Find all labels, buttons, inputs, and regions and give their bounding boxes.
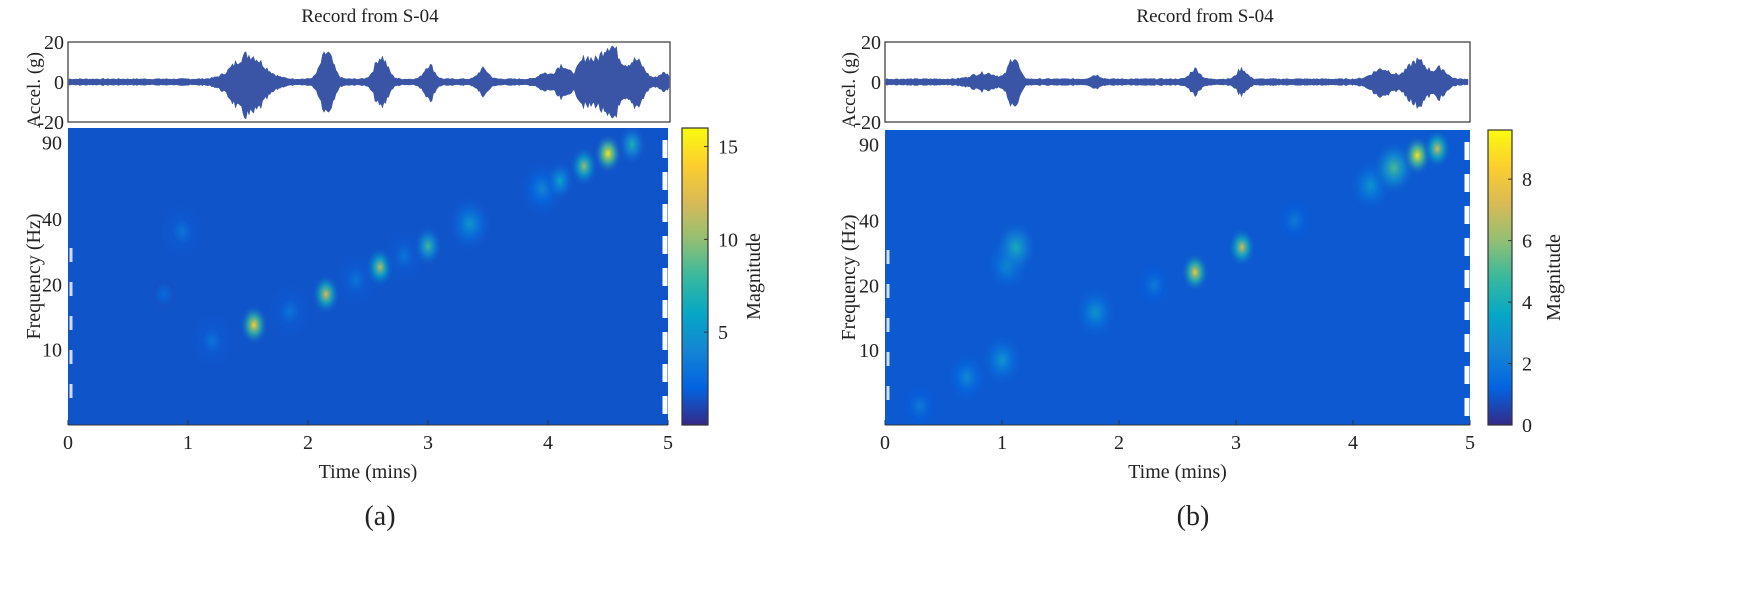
x-tick-label: 4 <box>1348 432 1358 454</box>
spectrogram-hotspot <box>1132 257 1177 314</box>
y-tick-label: 20 <box>42 274 62 296</box>
spectrogram-hotspot <box>190 312 234 369</box>
colorbar-tick-label: 15 <box>718 137 738 159</box>
spectrogram-hotspot <box>898 378 943 425</box>
waveform-trace <box>885 57 1469 110</box>
spectrogram-hotspot <box>1227 227 1256 268</box>
spectrogram-hotspot <box>1181 252 1210 293</box>
y-axis-label: Frequency (Hz) <box>23 213 45 339</box>
colorbar <box>1487 129 1513 426</box>
colorbar-label: Magnitude <box>743 233 765 320</box>
x-tick-label: 0 <box>880 432 890 454</box>
spectrogram-hotspot <box>944 349 989 406</box>
x-tick-label: 4 <box>543 432 553 454</box>
spectrogram-hotspot <box>546 160 574 201</box>
waveform-trace <box>68 45 670 120</box>
spectrogram-hotspot <box>1073 284 1118 341</box>
x-tick-label: 5 <box>663 432 673 454</box>
spectrogram-area <box>68 128 668 425</box>
x-tick-label: 0 <box>63 432 73 454</box>
spectrogram-hotspot <box>414 226 442 267</box>
x-tick-label: 3 <box>423 432 433 454</box>
spectrogram-hotspot <box>594 133 622 174</box>
y-axis-label: Frequency (Hz) <box>838 214 860 340</box>
spectrogram-hotspot <box>570 146 598 187</box>
y-tick-label: 10 <box>859 340 879 362</box>
x-tick-label: 1 <box>183 432 193 454</box>
waveform-y-tick-label: 20 <box>861 32 881 54</box>
spectrogram-area <box>885 130 1470 425</box>
colorbar-tick-label: 8 <box>1522 169 1532 191</box>
spectrogram-hotspot <box>312 274 340 315</box>
y-tick-label: 40 <box>42 209 62 231</box>
colorbar-tick-label: 6 <box>1522 231 1532 253</box>
colorbar-tick-label: 4 <box>1522 292 1532 314</box>
y-tick-label: 10 <box>42 340 62 362</box>
spectrogram-hotspot <box>448 195 492 252</box>
spectrogram-hotspot <box>142 266 186 323</box>
chart-title: Record from S-04 <box>301 6 439 27</box>
x-axis-label: Time (mins) <box>1128 461 1227 483</box>
colorbar-tick-label: 0 <box>1522 415 1532 437</box>
chart-title: Record from S-04 <box>1136 6 1274 27</box>
panel-label: (b) <box>1177 501 1210 532</box>
waveform-y-tick-label: 0 <box>54 72 64 94</box>
colorbar-tick-label: 2 <box>1522 354 1532 376</box>
spectrogram-hotspot <box>268 283 312 340</box>
spectrogram-hotspot <box>994 219 1039 276</box>
spectrogram-hotspot <box>980 332 1024 389</box>
x-tick-label: 3 <box>1231 432 1241 454</box>
x-tick-label: 2 <box>1114 432 1124 454</box>
colorbar-tick-label: 5 <box>718 322 728 344</box>
y-tick-label: 90 <box>859 134 879 156</box>
waveform-y-tick-label: -20 <box>854 112 881 134</box>
panel-label: (a) <box>364 501 395 532</box>
colorbar-label: Magnitude <box>1543 234 1565 321</box>
waveform-y-tick-label: -20 <box>37 112 64 134</box>
x-tick-label: 1 <box>997 432 1007 454</box>
spectrogram-hotspot <box>160 203 204 260</box>
waveform-y-label: Accel. (g) <box>839 52 860 128</box>
spectrogram-hotspot <box>1272 192 1317 249</box>
spectrogram-hotspot <box>240 304 268 345</box>
waveform-y-label: Accel. (g) <box>24 52 45 128</box>
spectrogram-hotspot <box>1423 130 1452 169</box>
waveform-y-tick-label: 20 <box>44 32 64 54</box>
x-tick-label: 5 <box>1465 432 1475 454</box>
y-tick-label: 40 <box>859 210 879 232</box>
x-axis-label: Time (mins) <box>319 461 418 483</box>
colorbar <box>681 127 709 426</box>
y-tick-label: 20 <box>859 275 879 297</box>
y-tick-label: 90 <box>42 133 62 155</box>
waveform-y-tick-label: 0 <box>871 72 881 94</box>
spectrogram-hotspot <box>618 128 646 165</box>
colorbar-tick-label: 10 <box>718 229 738 251</box>
x-tick-label: 2 <box>303 432 313 454</box>
